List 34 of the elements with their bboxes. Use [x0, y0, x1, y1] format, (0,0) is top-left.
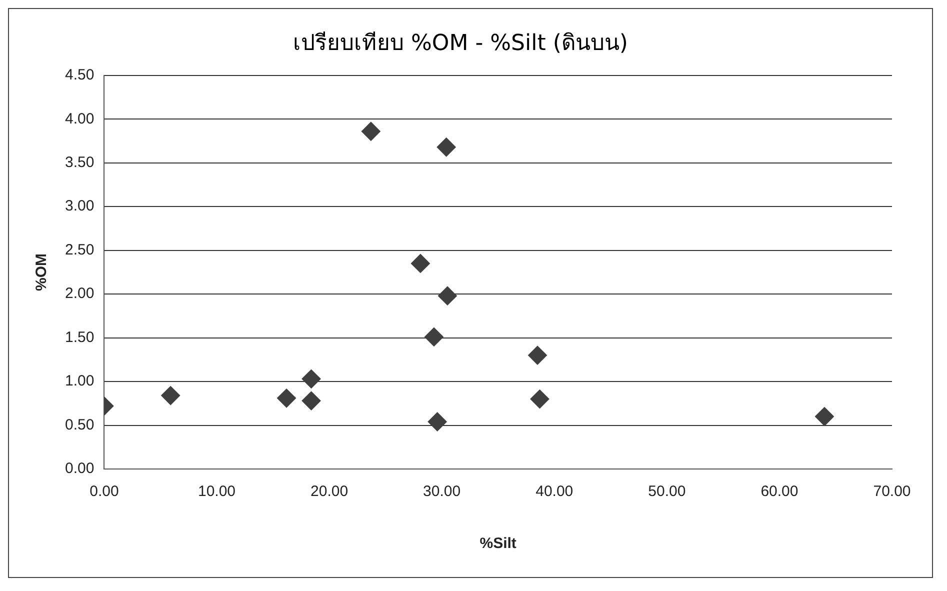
point — [814, 407, 834, 426]
x-tick-label: 10.00 — [198, 483, 236, 500]
point — [424, 327, 444, 346]
point — [361, 122, 380, 141]
x-tick-label: 40.00 — [536, 483, 574, 500]
y-tick-label: 1.00 — [64, 372, 94, 390]
y-tick-label: 4.00 — [64, 110, 94, 128]
y-tick-label: 4.50 — [64, 66, 94, 84]
x-axis-title: %Silt — [480, 535, 516, 552]
y-tick-label: 0.50 — [64, 416, 94, 434]
y-tick-label: 3.00 — [64, 198, 94, 215]
point — [277, 388, 296, 408]
point — [302, 391, 321, 410]
x-tick-label: 70.00 — [873, 483, 911, 500]
x-tick-label: 30.00 — [423, 483, 461, 500]
x-tick-label: 50.00 — [648, 483, 686, 500]
point — [410, 254, 430, 273]
y-tick-label: 3.50 — [64, 154, 94, 172]
x-tick-label: 60.00 — [760, 483, 798, 500]
point — [161, 386, 180, 406]
chart-title: เปรียบเทียบ %OM - %Silt (ดินบน) — [293, 30, 628, 56]
x-tick-label: 20.00 — [310, 483, 348, 500]
y-tick-label: 2.00 — [64, 285, 94, 302]
x-tick-label: 0.00 — [90, 483, 119, 500]
point — [528, 346, 547, 365]
y-tick-label: 1.50 — [64, 328, 94, 346]
point — [530, 390, 550, 409]
y-axis-title: %OM — [33, 253, 50, 291]
point — [428, 412, 447, 432]
point — [436, 138, 456, 157]
point — [438, 286, 457, 306]
y-tick-label: 0.00 — [64, 460, 94, 478]
point — [302, 369, 321, 388]
y-tick-label: 2.50 — [64, 241, 94, 258]
